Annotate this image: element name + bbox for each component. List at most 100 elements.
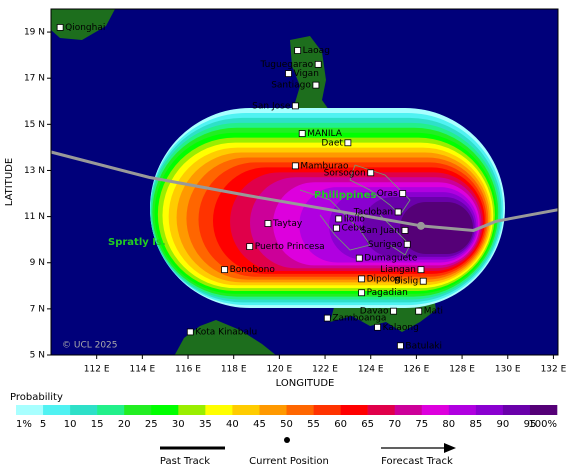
city-label: Santiago: [271, 81, 311, 91]
city-label: Pagadian: [367, 288, 408, 298]
city-marker: [294, 47, 302, 54]
colorbar-label: 25: [145, 419, 158, 430]
colorbar-cell: [232, 405, 260, 415]
city-label: Sorsogon: [324, 168, 366, 178]
city-marker: [285, 70, 292, 77]
past-track: [51, 150, 422, 228]
x-tick-label: 126 E: [404, 365, 430, 375]
legend-title: Probability: [10, 392, 63, 403]
colorbar-cell: [340, 405, 368, 415]
city-marker: [246, 243, 254, 250]
y-tick-label: 11 N: [24, 212, 45, 222]
colorbar-label: 55: [307, 419, 320, 430]
city-marker: [298, 130, 306, 137]
legend-item: Current Position: [249, 456, 329, 467]
city-marker: [291, 102, 299, 110]
colorbar-cell: [502, 405, 531, 415]
colorbar-label: 10: [64, 419, 77, 430]
city-marker: [358, 275, 365, 283]
city-label: Bonobono: [230, 265, 276, 275]
colorbar-cell: [313, 405, 341, 415]
city-label: Kota Kinabalu: [195, 327, 257, 337]
city-marker: [399, 190, 407, 197]
colorbar-label: 30: [172, 419, 185, 430]
city-label: MANILA: [307, 129, 343, 139]
city-label: Mamburao: [300, 161, 349, 171]
colorbar-cell: [259, 405, 287, 415]
city-marker: [397, 342, 404, 350]
colorbar-label: 70: [388, 419, 401, 430]
city-marker: [186, 328, 194, 336]
colorbar-cell: [16, 405, 44, 415]
city-marker: [312, 81, 320, 89]
city-label: Zamboanga: [332, 314, 386, 324]
city-marker: [367, 169, 375, 177]
city-label: Laoag: [303, 46, 330, 56]
city-label: Taytay: [272, 219, 303, 229]
city-label: Surigao: [368, 240, 403, 250]
city-label: Mati: [424, 307, 443, 317]
colorbar-label: 80: [442, 419, 455, 430]
city-label: Dumaguete: [364, 254, 417, 264]
city-marker: [314, 60, 322, 68]
current-position-key: [284, 437, 290, 443]
colorbar-label: 45: [253, 419, 266, 430]
colorbar-cell: [286, 405, 314, 415]
city-label: Davao: [360, 307, 389, 317]
city-label: Daet: [321, 138, 343, 148]
colorbar-cell: [178, 405, 206, 415]
city-marker: [56, 24, 64, 31]
colorbar-cell: [421, 405, 450, 415]
city-label: San Juan: [361, 226, 400, 236]
colorbar-label: 1%: [16, 419, 32, 430]
colorbar-label: 40: [226, 419, 239, 430]
city-label: Cebu: [341, 224, 364, 234]
colorbar-cell: [475, 405, 504, 415]
city-marker: [355, 254, 363, 262]
colorbar-label: 50: [280, 419, 293, 430]
colorbar-label: 35: [199, 419, 212, 430]
city-marker: [344, 139, 352, 147]
y-tick-label: 13 N: [24, 166, 45, 176]
city-label: Qionghai: [65, 23, 105, 33]
current-position: [416, 221, 425, 230]
colorbar-cell: [529, 405, 558, 415]
colorbar-label: 65: [361, 419, 374, 430]
city-marker: [374, 323, 381, 331]
y-tick-label: 17 N: [24, 74, 45, 84]
city-marker: [264, 220, 272, 227]
city-label: Iloilo: [344, 214, 366, 224]
city-marker: [394, 208, 402, 216]
x-axis-label: LONGITUDE: [276, 378, 335, 389]
colorbar-label: 90: [497, 419, 510, 430]
x-tick-label: 128 E: [449, 365, 475, 375]
x-tick-label: 112 E: [84, 365, 110, 375]
colorbar-cell: [97, 405, 125, 415]
city-marker: [291, 162, 299, 170]
x-tick-label: 116 E: [175, 365, 201, 375]
city-marker: [333, 224, 340, 232]
country-label: Philippines: [314, 190, 376, 201]
credit: © UCL 2025: [62, 341, 118, 351]
city-label: Tuguegarao: [259, 60, 313, 70]
x-tick-label: 124 E: [358, 365, 384, 375]
city-label: Dipolog: [367, 274, 401, 284]
x-tick-label: 130 E: [495, 365, 521, 375]
colorbar-cell: [205, 405, 233, 415]
y-axis-label: LATITUDE: [4, 158, 15, 206]
city-label: Oras: [377, 189, 398, 199]
city-label: Kalaong: [383, 323, 419, 333]
city-marker: [415, 307, 423, 315]
colorbar-label: 15: [91, 419, 104, 430]
city-label: San Jose: [252, 101, 291, 111]
x-tick-label: 120 E: [267, 365, 293, 375]
colorbar-label: 5: [40, 419, 46, 430]
city-marker: [390, 307, 397, 315]
city-label: Vigan: [294, 69, 319, 79]
city-marker: [403, 240, 411, 248]
colorbar-label: 20: [118, 419, 131, 430]
y-tick-label: 9 N: [30, 258, 45, 268]
y-tick-label: 15 N: [24, 120, 45, 130]
colorbar-label: 60: [334, 419, 347, 430]
